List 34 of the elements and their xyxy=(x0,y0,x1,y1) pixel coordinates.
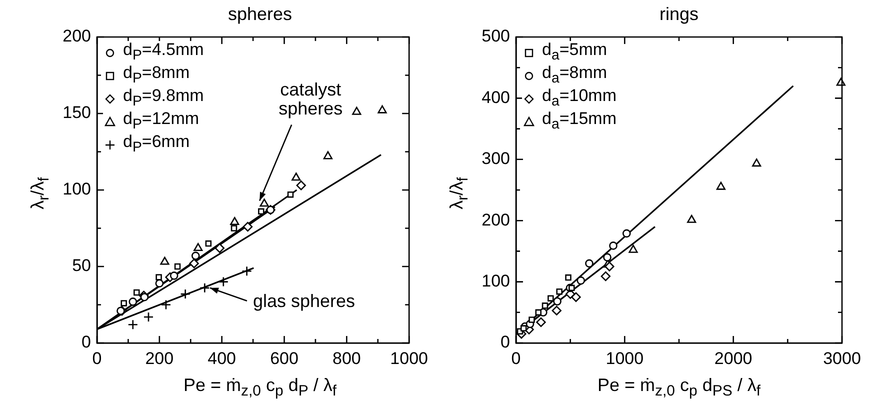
chart-title: spheres xyxy=(226,4,294,24)
y-tick-label: 200 xyxy=(62,26,91,46)
y-tick-label: 100 xyxy=(62,180,91,199)
annotation: glas spheres xyxy=(252,290,356,311)
y-tick-label: 200 xyxy=(482,210,510,230)
y-tick-label: 0 xyxy=(500,332,510,352)
legend-label: d$_{a}$=15mm xyxy=(542,108,617,134)
legend-label: d$_{P}$=4.5mm xyxy=(123,40,204,64)
y-tick-label: 0 xyxy=(82,332,91,352)
y-tick-label: 300 xyxy=(482,149,510,168)
chart-title: rings xyxy=(658,4,700,24)
x-tick-label: 2000 xyxy=(714,348,752,368)
y-tick-label: 50 xyxy=(72,256,91,276)
legend-label: d$_{a}$=10mm xyxy=(542,86,617,110)
x-axis-title: Pe = ṁ$_{z,0}$ c$_{p}$ d$_{P}$ / λ$_{f}$ xyxy=(182,375,338,402)
x-tick-label: 800 xyxy=(332,348,361,368)
y-tick-label: 100 xyxy=(482,271,510,290)
legend-label: d$_{P}$=12mm xyxy=(123,108,200,132)
y-tick-label: 150 xyxy=(62,103,91,122)
legend-label: d$_{P}$=9.8mm xyxy=(123,86,204,110)
legend-label: d$_{P}$=8mm xyxy=(123,62,190,86)
x-tick-label: 3000 xyxy=(823,348,861,368)
y-tick-label: 400 xyxy=(482,88,510,107)
x-tick-label: 400 xyxy=(208,348,236,368)
x-tick-label: 1000 xyxy=(390,348,428,368)
x-tick-label: 200 xyxy=(145,348,174,368)
x-axis-title: Pe = ṁ$_{z,0}$ c$_{p}$ d$_{PS}$ / λ$_{f}$ xyxy=(596,375,762,402)
x-tick-label: 1000 xyxy=(606,348,644,368)
annotation: catalyst spheres xyxy=(278,80,343,119)
legend-label: d$_{a}$=8mm xyxy=(542,62,608,86)
y-tick-label: 500 xyxy=(482,26,510,46)
x-tick-label: 600 xyxy=(270,348,298,368)
legend-label: d$_{P}$=6mm xyxy=(123,130,190,158)
legend-label: d$_{a}$=5mm xyxy=(542,40,608,64)
